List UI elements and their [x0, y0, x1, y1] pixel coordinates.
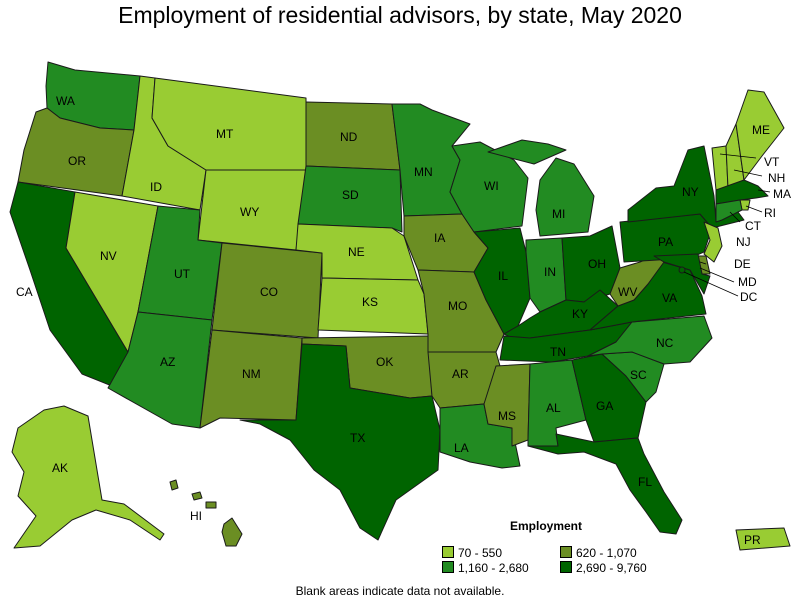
label-WV: WV [618, 285, 637, 299]
label-NE: NE [348, 245, 365, 259]
legend-label-c2: 620 - 1,070 [576, 546, 637, 560]
label-AL: AL [546, 401, 561, 415]
label-MS: MS [498, 409, 516, 423]
label-TN: TN [550, 345, 566, 359]
state-DC [678, 266, 686, 274]
label-IA: IA [434, 231, 445, 245]
leader-MD [699, 267, 735, 283]
legend-swatch-c1 [442, 546, 454, 558]
label-IN: IN [544, 265, 556, 279]
label-WI: WI [484, 179, 499, 193]
state-NC [587, 315, 713, 365]
label-AR: AR [452, 367, 469, 381]
label-WA: WA [56, 94, 75, 108]
label-NC: NC [656, 336, 674, 350]
label-MD: MD [738, 275, 757, 289]
legend-label-c1: 70 - 550 [458, 546, 503, 560]
label-CT: CT [745, 219, 762, 233]
label-NV: NV [100, 249, 117, 263]
leader-RI [745, 205, 763, 213]
label-SC: SC [630, 368, 647, 382]
label-LA: LA [454, 441, 469, 455]
label-AZ: AZ [160, 355, 175, 369]
leader-NH [733, 169, 763, 177]
legend-item-c2: 620 - 1,070 [560, 546, 637, 560]
label-MA: MA [773, 187, 791, 201]
label-NJ: NJ [736, 235, 751, 249]
label-CO: CO [260, 285, 278, 299]
legend-title: Employment [510, 519, 583, 533]
label-DE: DE [734, 257, 751, 271]
state-NJ [703, 221, 723, 263]
map-title: Employment of residential advisors, by s… [118, 2, 682, 28]
legend-label-c4: 2,690 - 9,760 [576, 561, 647, 575]
label-ID: ID [150, 180, 162, 194]
label-MO: MO [448, 299, 467, 313]
legend-item-c1: 70 - 550 [442, 546, 502, 560]
label-MT: MT [216, 127, 234, 141]
legend: Employment 70 - 550 620 - 1,070 1,160 - … [442, 518, 682, 578]
state-MD [653, 253, 711, 295]
state-PR [735, 527, 791, 551]
label-NM: NM [242, 367, 261, 381]
label-NH: NH [768, 171, 785, 185]
leader-MA [757, 189, 771, 193]
state-FL [527, 433, 683, 535]
label-ND: ND [340, 130, 358, 144]
label-DC: DC [740, 290, 758, 304]
label-WY: WY [240, 205, 259, 219]
label-OK: OK [376, 355, 393, 369]
leader-DC [683, 271, 739, 297]
label-PA: PA [658, 235, 673, 249]
state-AZ [107, 311, 213, 429]
legend-label-c3: 1,160 - 2,680 [458, 561, 529, 575]
label-OR: OR [68, 154, 86, 168]
label-CA: CA [16, 285, 33, 299]
legend-swatch-c3 [442, 561, 454, 573]
state-MI [487, 139, 595, 237]
state-VT [711, 145, 729, 191]
leader-CT [729, 211, 741, 223]
state-AK [11, 405, 165, 549]
leader-DE [699, 261, 707, 265]
label-GA: GA [596, 399, 613, 413]
leader-VT [719, 153, 757, 159]
label-ME: ME [752, 123, 770, 137]
label-UT: UT [174, 267, 191, 281]
state-TX [239, 343, 441, 541]
label-IL: IL [498, 269, 508, 283]
label-VA: VA [662, 291, 677, 305]
legend-item-c4: 2,690 - 9,760 [560, 561, 647, 575]
label-TX: TX [350, 431, 365, 445]
label-KY: KY [572, 307, 588, 321]
state-HI [169, 479, 243, 547]
legend-swatch-c4 [560, 561, 572, 573]
state-CT [715, 199, 743, 223]
footnote: Blank areas indicate data not available. [295, 584, 505, 598]
label-RI: RI [764, 206, 776, 220]
label-MI: MI [552, 207, 565, 221]
label-VT: VT [764, 155, 780, 169]
label-HI: HI [190, 509, 202, 523]
label-OH: OH [588, 257, 606, 271]
label-KS: KS [362, 295, 378, 309]
label-AK: AK [52, 461, 68, 475]
state-NM [199, 329, 303, 429]
label-SD: SD [342, 188, 359, 202]
label-FL: FL [638, 475, 652, 489]
label-MN: MN [414, 165, 433, 179]
label-PR: PR [744, 533, 761, 547]
label-NY: NY [682, 185, 699, 199]
state-SD [297, 165, 403, 233]
legend-swatch-c2 [560, 546, 572, 558]
legend-item-c3: 1,160 - 2,680 [442, 561, 529, 575]
